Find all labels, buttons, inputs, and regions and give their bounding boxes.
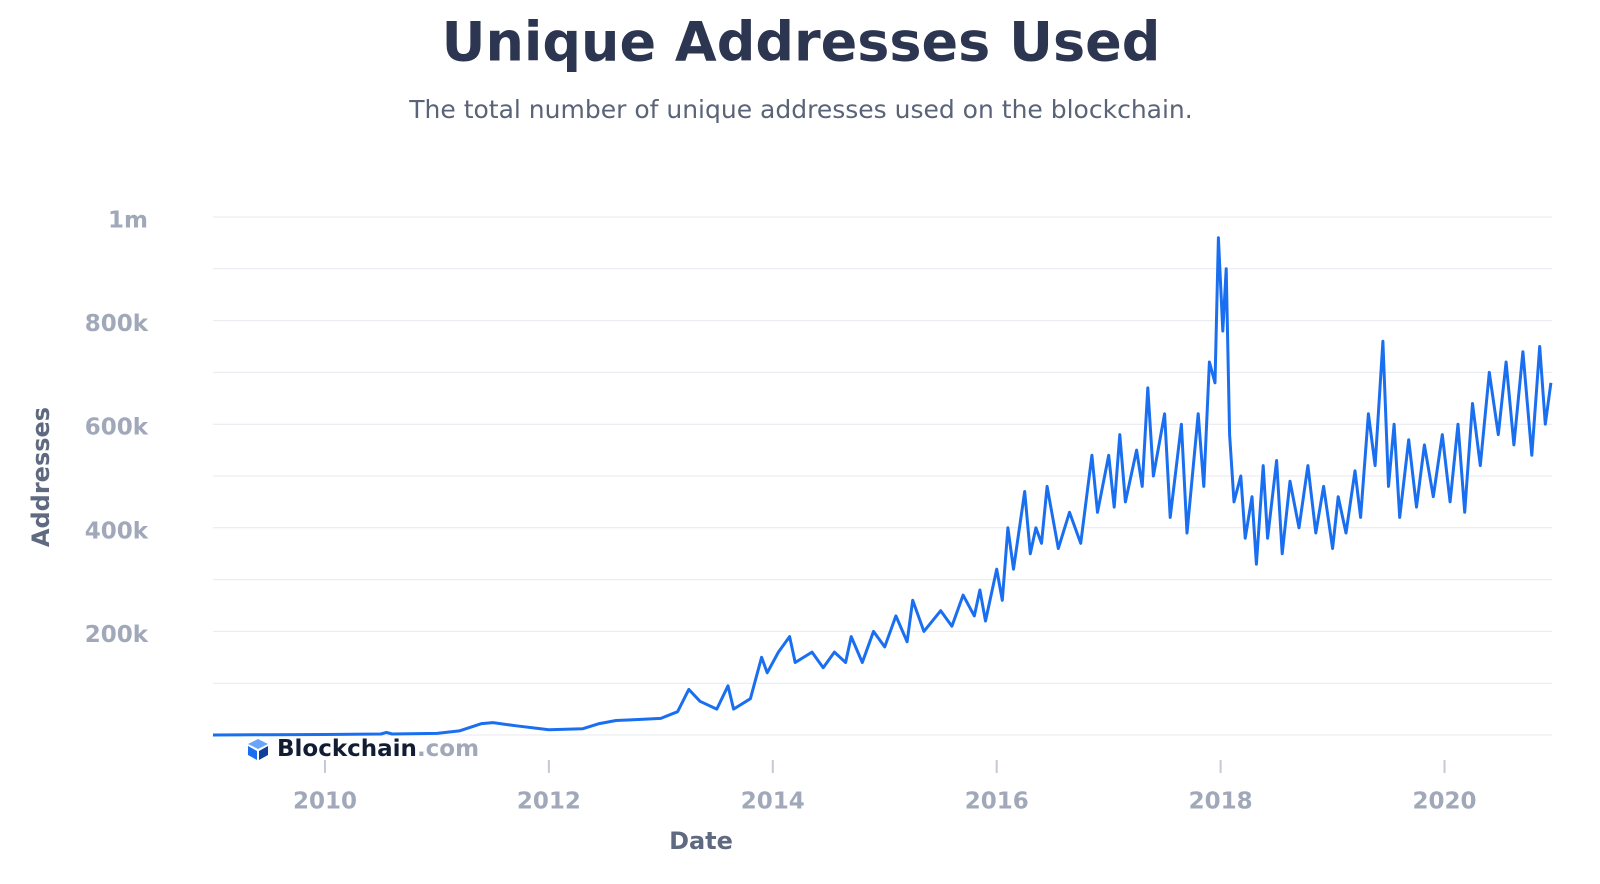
logo-text: Blockchain.com (277, 736, 479, 762)
data-line (212, 236, 1553, 737)
logo-name: Blockchain (277, 736, 417, 762)
logo-icon (259, 746, 268, 760)
y-tick-label: 200k (85, 622, 149, 648)
y-axis-label: Addresses (27, 407, 55, 547)
x-axis-label: Date (669, 827, 733, 855)
x-tick-label: 2018 (1189, 789, 1253, 815)
chart-subtitle: The total number of unique addresses use… (408, 95, 1192, 124)
x-tick-label: 2016 (965, 789, 1029, 815)
y-tick-label: 400k (85, 518, 149, 544)
chart-title: Unique Addresses Used (442, 11, 1161, 74)
x-tick-label: 2010 (293, 789, 357, 815)
y-tick-label: 600k (85, 415, 149, 441)
x-tick-label: 2020 (1413, 789, 1477, 815)
logo: Blockchain.com (248, 736, 479, 762)
y-tick-label: 1m (108, 208, 148, 234)
logo-icon (248, 739, 268, 749)
x-tick-label: 2014 (741, 789, 805, 815)
logo-icon (248, 746, 257, 760)
logo-suffix: .com (417, 736, 479, 762)
y-tick-label: 800k (85, 311, 149, 337)
x-tick-label: 2012 (517, 789, 581, 815)
